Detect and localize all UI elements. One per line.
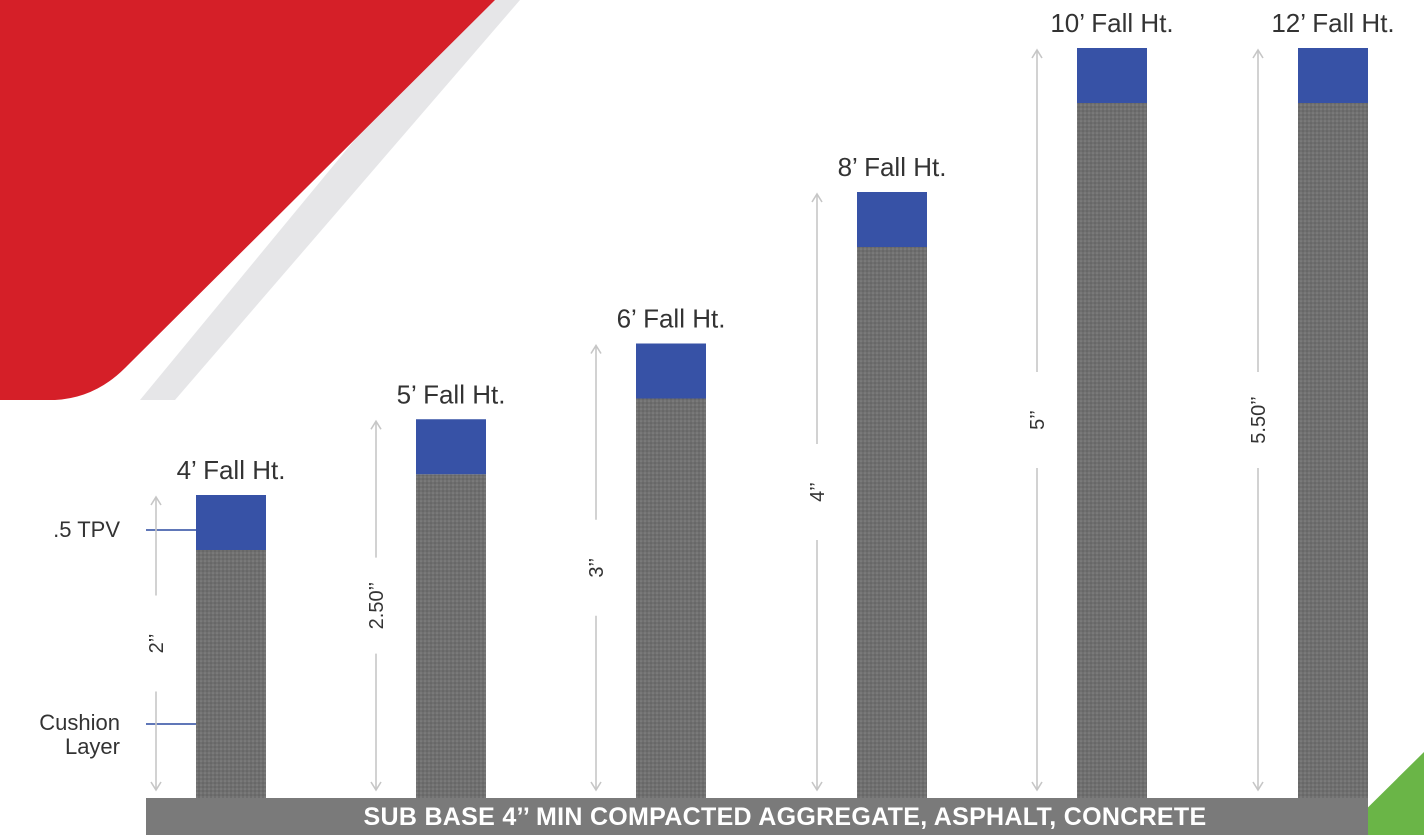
sub-base-bar: [146, 798, 1368, 835]
dimension-arrow-up-icon: [370, 419, 382, 430]
fall-height-label: 12’ Fall Ht.: [1271, 8, 1394, 38]
thickness-label: 2’’: [146, 634, 168, 654]
corner-swoosh-red: [0, 0, 495, 400]
thickness-label: 5’’: [1027, 410, 1049, 430]
fall-height-label: 10’ Fall Ht.: [1050, 8, 1173, 38]
tpv-layer-bar: [416, 419, 486, 475]
dimension-arrow-up-icon: [590, 343, 602, 354]
cushion-layer-bar: [636, 398, 706, 798]
cushion-layer-label-line1: Cushion: [39, 710, 120, 735]
thickness-label: 4’’: [807, 482, 829, 502]
dimension-arrow-down-icon: [811, 781, 823, 792]
dimension-arrow-up-icon: [1031, 48, 1043, 59]
corner-swoosh-shadow: [140, 0, 520, 400]
cushion-layer-bar: [1077, 103, 1147, 798]
fall-height-label: 6’ Fall Ht.: [617, 304, 726, 334]
dimension-arrow-down-icon: [370, 781, 382, 792]
dimension-arrow-down-icon: [1252, 781, 1264, 792]
thickness-label: 5.50’’: [1248, 396, 1270, 443]
cushion-layer-bar: [1298, 103, 1368, 798]
cushion-layer-bar: [196, 550, 266, 798]
tpv-layer-bar: [857, 192, 927, 247]
tpv-layer-bar: [196, 495, 266, 550]
dimension-arrow-down-icon: [150, 781, 162, 792]
cushion-layer-label-line2: Layer: [65, 734, 120, 759]
tpv-layer-bar: [1077, 48, 1147, 103]
tpv-layer-bar: [1298, 48, 1368, 103]
cushion-layer-bar: [416, 474, 486, 798]
fall-height-label: 4’ Fall Ht.: [177, 455, 286, 485]
thickness-label: 2.50’’: [366, 582, 388, 629]
thickness-label: 3’’: [586, 558, 608, 578]
dimension-arrow-down-icon: [590, 781, 602, 792]
dimension-arrow-up-icon: [150, 495, 162, 506]
tpv-layer-bar: [636, 343, 706, 399]
sub-base-label: SUB BASE 4’’ MIN COMPACTED AGGREGATE, AS…: [364, 803, 1207, 831]
fall-height-label: 5’ Fall Ht.: [397, 379, 506, 409]
dimension-arrow-up-icon: [1252, 48, 1264, 59]
fall-height-label: 8’ Fall Ht.: [838, 152, 947, 182]
columns-group: 4’ Fall Ht. 2’’ 5’ Fall Ht. 2.50’’ 6’ Fall H…: [146, 8, 1395, 798]
dimension-arrow-up-icon: [811, 192, 823, 203]
dimension-arrow-down-icon: [1031, 781, 1043, 792]
tpv-layer-label: .5 TPV: [53, 517, 120, 542]
cushion-layer-bar: [857, 247, 927, 798]
